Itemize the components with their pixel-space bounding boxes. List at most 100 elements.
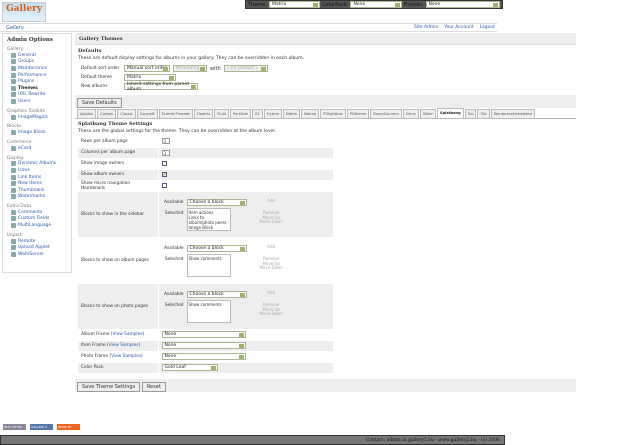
- view-samples-link[interactable]: View Samples: [112, 332, 143, 337]
- sidebar-item-comments[interactable]: Comments: [7, 209, 67, 216]
- move-up-button[interactable]: Move Up: [262, 306, 280, 312]
- tab-copyleft[interactable]: Copyleft: [136, 109, 158, 118]
- photo-frame-select[interactable]: None: [161, 353, 246, 360]
- selected-block-item[interactable]: Show comments: [188, 302, 222, 307]
- sidebar-item-image-block[interactable]: Image Block: [7, 129, 67, 136]
- album-available-block-select[interactable]: Choose a block: [186, 245, 247, 252]
- tab-matrix[interactable]: Matrix: [282, 109, 301, 118]
- view-samples-link[interactable]: View Samples: [108, 343, 139, 348]
- rows-input[interactable]: 3: [161, 138, 170, 145]
- item-frame-select[interactable]: None: [161, 342, 246, 349]
- sort-direction-select[interactable]: Ascending: [173, 65, 207, 72]
- sidebar-item-web-server[interactable]: Web/Server: [7, 251, 67, 258]
- album-owners-checkbox[interactable]: ✓: [161, 172, 167, 178]
- sidebar-item-groups[interactable]: Groups: [7, 59, 67, 66]
- micro-nav-checkbox[interactable]: [161, 183, 167, 188]
- gallery-badge[interactable]: GALLERY 2: [30, 424, 53, 430]
- tab-classic[interactable]: Classic: [117, 109, 136, 118]
- photo-available-block-select[interactable]: Choose a block: [186, 291, 247, 298]
- sidebar-item-maintenance[interactable]: Maintenance: [7, 65, 67, 72]
- tab-tile[interactable]: Tile: [477, 109, 490, 118]
- add-block-button[interactable]: Add: [267, 198, 276, 203]
- columns-input[interactable]: 3: [161, 149, 170, 156]
- photo-selected-blocks-list[interactable]: Show comments: [186, 300, 231, 323]
- sidebar-item-upload-applet[interactable]: Upload Applet: [7, 244, 67, 251]
- tab-tsu[interactable]: Tsu: [464, 109, 477, 118]
- sidebar-item-dynamic-albums[interactable]: Dynamic Albums: [7, 161, 67, 168]
- default-theme-select[interactable]: Matrix: [124, 74, 176, 81]
- save-defaults-button[interactable]: Save Defaults: [77, 98, 122, 108]
- sort-order-select[interactable]: Manual sort order: [124, 65, 170, 72]
- tab-pglightbox[interactable]: PGlightbox: [320, 109, 346, 118]
- your-account-link[interactable]: Your Account: [444, 25, 474, 30]
- sidebar-item-performance[interactable]: Performance: [7, 72, 67, 79]
- add-block-button[interactable]: Add: [267, 244, 276, 249]
- tab-eclecticthreads[interactable]: EclecticThreads: [158, 109, 193, 118]
- colorpack-select[interactable]: None: [350, 1, 402, 8]
- tab-hybrid[interactable]: Hybrid: [263, 109, 282, 118]
- move-up-button[interactable]: Move Up: [262, 214, 280, 220]
- move-up-button[interactable]: Move Up: [262, 260, 280, 266]
- color-pack-select[interactable]: Gold Leaf: [161, 364, 218, 371]
- selected-block-item[interactable]: Item actions: [188, 210, 214, 215]
- sidebar-item-thumbnails[interactable]: Thumbnails: [7, 187, 67, 194]
- sidebar-item-ecard[interactable]: eCard: [7, 145, 67, 152]
- tab-carbon[interactable]: Carbon: [97, 109, 117, 118]
- sidebar-item-themes[interactable]: Themes: [7, 85, 67, 92]
- tab-splatbang[interactable]: Splatbang: [437, 108, 464, 118]
- tab-nature[interactable]: Nature: [301, 109, 320, 118]
- sidebar-item-general[interactable]: General: [7, 52, 67, 59]
- breadcrumb-gallery[interactable]: Gallery: [6, 25, 24, 31]
- tab-fluid[interactable]: Fluid: [214, 109, 229, 118]
- sidebar-item-users[interactable]: Users: [7, 98, 67, 105]
- module-icon: [11, 130, 16, 136]
- move-down-button[interactable]: Move Down: [259, 265, 283, 271]
- tab-siriux[interactable]: Siriux: [402, 109, 419, 118]
- remove-block-button[interactable]: Remove: [263, 210, 280, 216]
- sidebar-available-block-select[interactable]: Choose a block: [186, 199, 247, 206]
- made-by-gallery-badge[interactable]: MADE BY GALLERY: [57, 424, 80, 433]
- sidebar-item-plugins[interactable]: Plugins: [7, 78, 67, 85]
- remove-block-button[interactable]: Remove: [263, 256, 280, 262]
- sidebar-item-imagemagick[interactable]: ImageMagick: [7, 114, 67, 121]
- move-down-button[interactable]: Move Down: [259, 219, 283, 225]
- tab-ajaxian[interactable]: Ajaxian: [77, 109, 97, 118]
- tab-slider[interactable]: Slider: [419, 109, 437, 118]
- admin-sidebar: Admin Options Gallery General Groups Mainte…: [2, 33, 72, 273]
- frames-select[interactable]: None: [425, 1, 500, 8]
- album-selected-blocks-list[interactable]: Show comments: [186, 254, 231, 277]
- sidebar-item-multilanguage[interactable]: MultiLanguage: [7, 222, 67, 229]
- album-frame-select[interactable]: None: [161, 331, 246, 338]
- tab-pgtheme[interactable]: PGtheme: [346, 109, 370, 118]
- save-theme-settings-button[interactable]: Save Theme Settings: [77, 381, 141, 392]
- sidebar-item-custom-fields[interactable]: Custom Fields: [7, 216, 67, 223]
- sidebar-selected-blocks-list[interactable]: Item actions Links to album/photo peers Im…: [186, 208, 231, 231]
- presort-select[interactable]: « no presort »: [223, 65, 268, 72]
- site-admin-link[interactable]: Site Admin: [413, 25, 439, 30]
- sidebar-item-link-items[interactable]: Link Items: [7, 174, 67, 181]
- view-samples-link[interactable]: View Samples: [111, 354, 141, 359]
- move-down-button[interactable]: Move Down: [259, 311, 283, 317]
- image-owners-checkbox[interactable]: [161, 161, 167, 166]
- selected-block-item[interactable]: Image Block: [188, 225, 214, 230]
- tab-floatrix[interactable]: Floatrix: [193, 109, 214, 118]
- tab-g1[interactable]: G1: [251, 109, 263, 118]
- sidebar-item-icons[interactable]: Icons: [7, 167, 67, 174]
- tab-roundcorners[interactable]: RoundCorners: [370, 109, 402, 118]
- tab-wordpressembedded[interactable]: WordpressEmbedded: [490, 109, 535, 118]
- logout-link[interactable]: Logout: [479, 25, 495, 30]
- gallery-logo[interactable]: Gallery: [2, 2, 46, 22]
- new-albums-select[interactable]: Inherit settings from parent album: [124, 82, 198, 92]
- sidebar-item-remote[interactable]: Remote: [7, 238, 67, 245]
- sidebar-item-new-items[interactable]: New Items: [7, 180, 67, 187]
- selected-block-item[interactable]: Links to album/photo peers: [188, 215, 227, 225]
- selected-block-item[interactable]: Show comments: [188, 256, 222, 261]
- sidebar-item-watermarks[interactable]: Watermarks: [7, 194, 67, 201]
- theme-select[interactable]: Matrix: [268, 1, 321, 8]
- xhtml-badge[interactable]: W3C XHTML 1.0: [3, 424, 26, 433]
- sidebar-item-url-rewrite[interactable]: URL Rewrite: [7, 92, 67, 99]
- reset-button[interactable]: Reset: [141, 381, 166, 392]
- add-block-button[interactable]: Add: [267, 290, 276, 295]
- remove-block-button[interactable]: Remove: [263, 302, 280, 308]
- tab-portsale[interactable]: PortSale: [229, 109, 251, 118]
